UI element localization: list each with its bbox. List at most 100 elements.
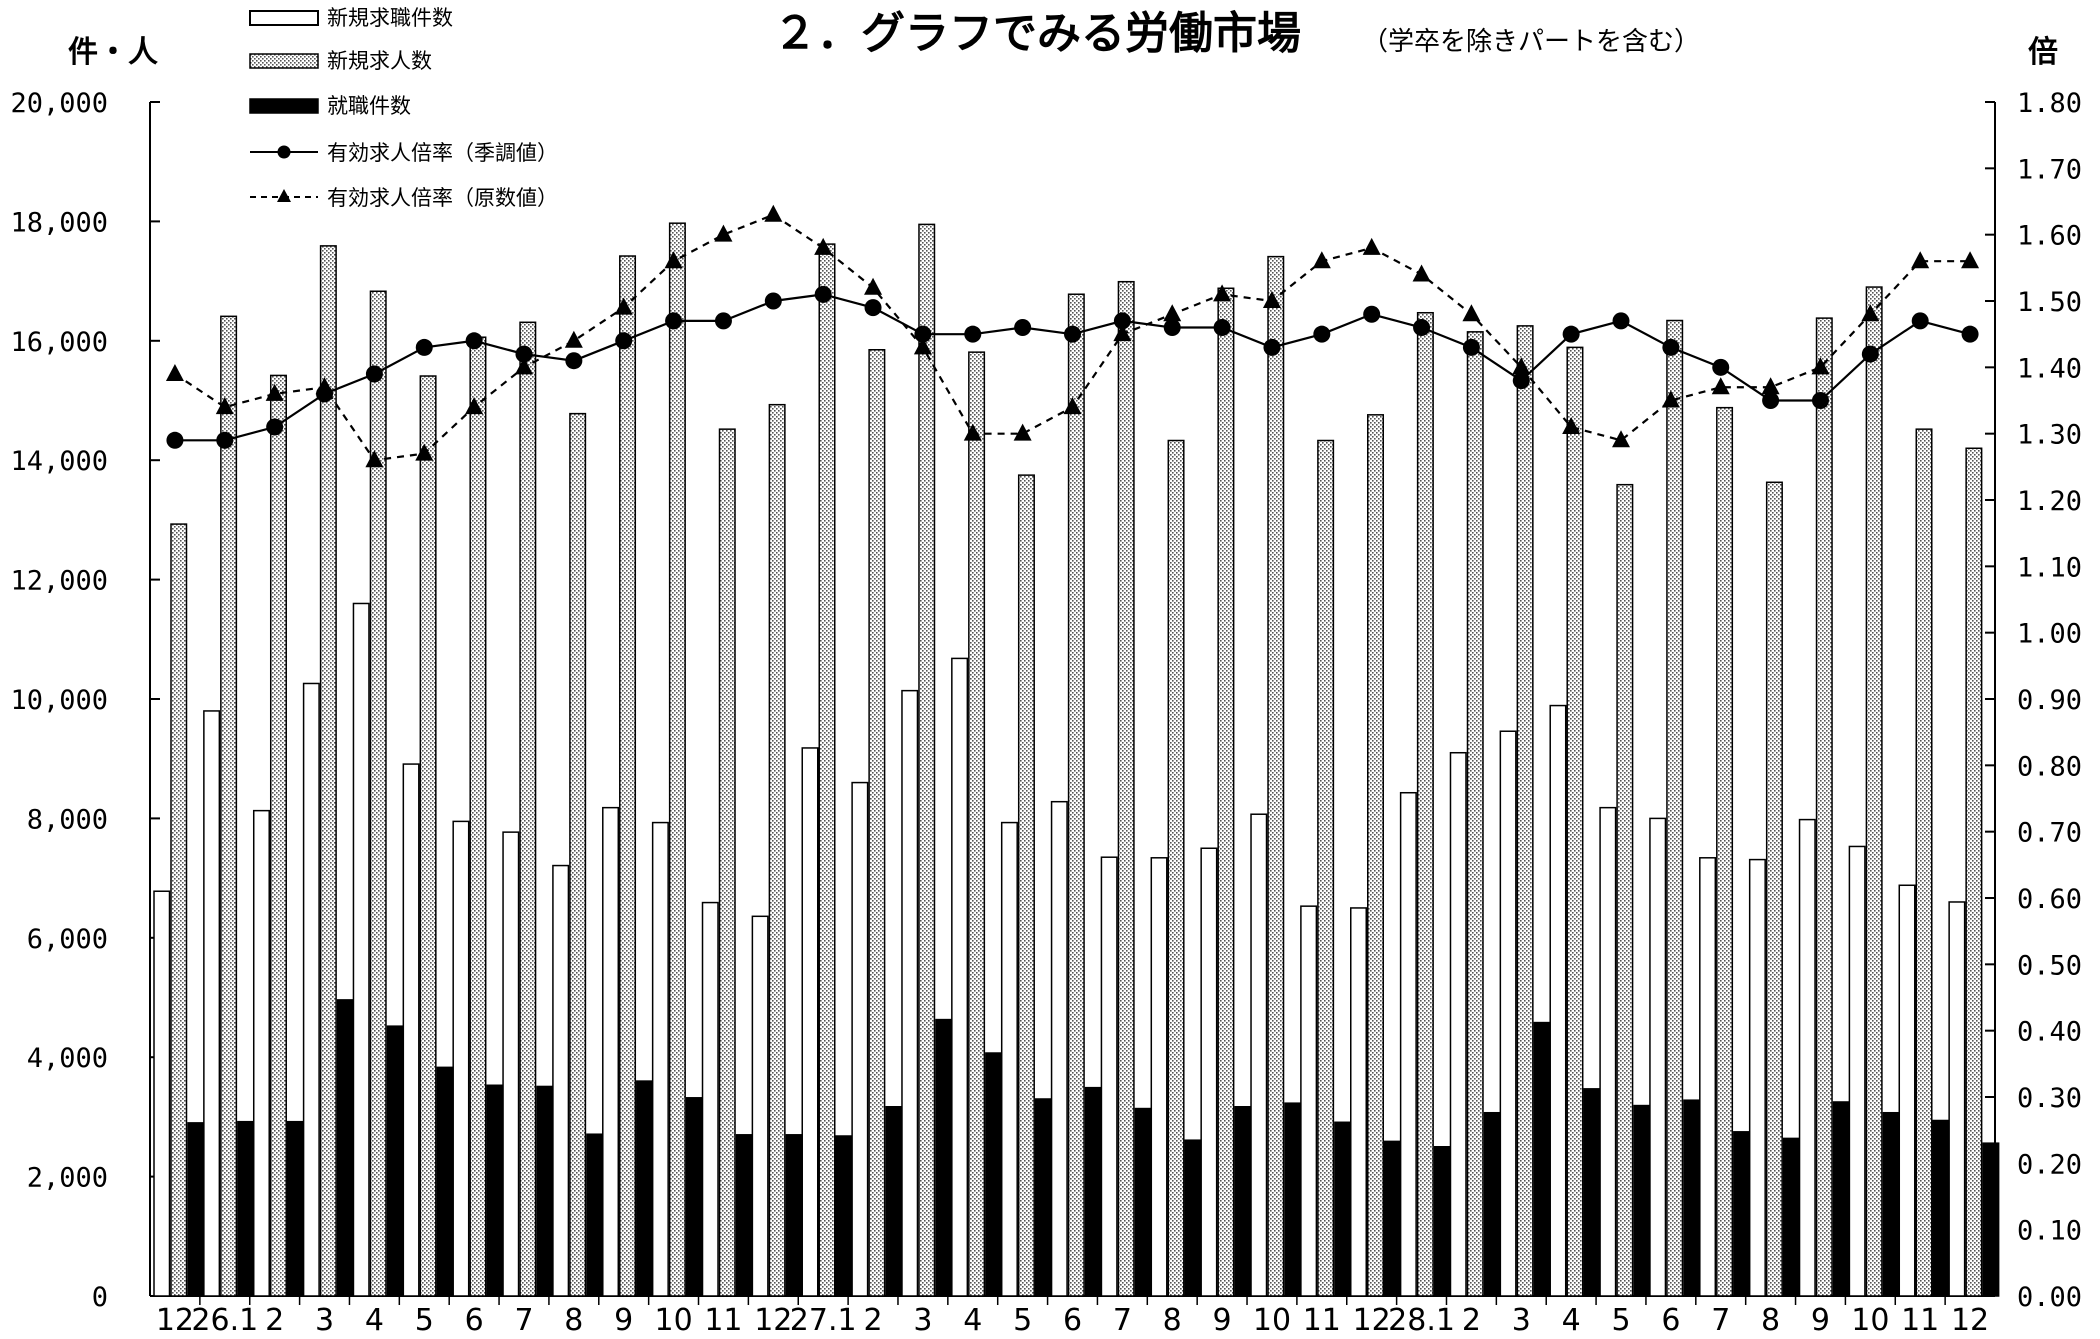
right-axis-unit: 倍	[2028, 35, 2058, 70]
marker-ratio-seasonal	[216, 431, 234, 449]
marker-ratio-seasonal	[1263, 338, 1281, 356]
x-tick-label: 8	[564, 1303, 583, 1338]
marker-ratio-seasonal	[1512, 372, 1530, 390]
marker-ratio-raw	[465, 397, 484, 415]
marker-ratio-raw	[514, 357, 533, 375]
marker-ratio-raw	[215, 397, 234, 415]
bar-new-applications	[1200, 847, 1218, 1297]
bar-new-openings	[918, 223, 936, 1297]
bar-new-openings	[1217, 287, 1235, 1297]
x-tick-label: 28.1	[1388, 1303, 1455, 1338]
marker-ratio-raw	[714, 224, 733, 242]
marker-ratio-raw	[1462, 304, 1481, 322]
x-tick-label: 2	[265, 1303, 284, 1338]
bar-new-openings	[768, 403, 786, 1297]
marker-ratio-seasonal	[1462, 338, 1480, 356]
axes: 0 2,000 4,000 6,000 8,000 10,000 12,000 14,000 1…	[10, 88, 2082, 1313]
left-tick-label: 4,000	[27, 1043, 108, 1074]
marker-ratio-raw	[165, 363, 184, 381]
bar-new-applications	[1350, 907, 1368, 1297]
right-tick-label: 1.10	[2017, 552, 2082, 583]
bar-new-openings	[668, 222, 686, 1297]
x-tick-label: 12	[754, 1303, 792, 1338]
marker-ratio-raw	[1961, 251, 1980, 269]
bar-new-openings	[170, 523, 188, 1297]
marker-ratio-seasonal	[1413, 319, 1431, 337]
bar-new-applications	[502, 831, 520, 1297]
marker-ratio-seasonal	[1213, 319, 1231, 337]
right-tick-label: 1.60	[2017, 221, 2082, 252]
marker-ratio-seasonal	[166, 431, 184, 449]
bar-new-openings	[1067, 293, 1085, 1297]
x-tick-label: 6	[465, 1303, 484, 1338]
bar-new-applications	[1848, 845, 1866, 1297]
right-tick-label: 0.80	[2017, 751, 2082, 782]
marker-ratio-seasonal	[1313, 325, 1331, 343]
marker-ratio-raw	[1612, 430, 1631, 448]
right-tick-label: 0.60	[2017, 884, 2082, 915]
bar-new-openings	[1466, 331, 1484, 1297]
right-tick-label: 0.20	[2017, 1149, 2082, 1180]
bar-new-openings	[1117, 280, 1135, 1297]
legend-swatch-new-openings	[249, 53, 319, 69]
x-tick-label: 12	[156, 1303, 194, 1338]
chart-subtitle: （学卒を除きパートを含む）	[1362, 27, 1700, 57]
marker-ratio-seasonal	[1662, 338, 1680, 356]
right-tick-label: 1.40	[2017, 353, 2082, 384]
bar-new-openings	[1666, 319, 1684, 1297]
bar-new-applications	[1050, 800, 1068, 1297]
x-tick-label: 2	[1462, 1303, 1481, 1338]
right-tick-label: 0.50	[2017, 950, 2082, 981]
x-tick-label: 10	[654, 1303, 692, 1338]
bar-placements	[1384, 1140, 1402, 1297]
bar-new-applications	[801, 747, 819, 1297]
x-tick-label: 9	[614, 1303, 633, 1338]
bar-new-applications	[352, 602, 370, 1297]
marker-ratio-seasonal	[665, 312, 683, 330]
marker-ratio-seasonal	[316, 385, 334, 403]
bar-new-applications	[1798, 818, 1816, 1297]
bar-new-applications	[203, 710, 221, 1297]
bar-new-applications	[1599, 806, 1617, 1297]
marker-ratio-raw	[1213, 284, 1232, 302]
x-tick-label: 27.1	[790, 1303, 857, 1338]
x-tick-label: 5	[1611, 1303, 1630, 1338]
bar-new-applications	[901, 689, 919, 1297]
bar-new-applications	[402, 763, 420, 1297]
bar-placements	[187, 1122, 205, 1297]
marker-ratio-seasonal	[1113, 312, 1131, 330]
legend-label-ratio-seasonal: 有効求人倍率（季調値）	[327, 141, 558, 165]
bar-new-openings	[1566, 346, 1584, 1297]
right-tick-label: 1.70	[2017, 154, 2082, 185]
marker-ratio-seasonal	[565, 352, 583, 370]
bar-placements	[785, 1134, 803, 1297]
bar-placements	[1982, 1142, 2000, 1297]
left-tick-label: 2,000	[27, 1163, 108, 1194]
x-tick-label: 9	[1811, 1303, 1830, 1338]
marker-ratio-raw	[864, 277, 883, 295]
bar-placements	[1034, 1098, 1052, 1297]
bar-placements	[636, 1080, 654, 1297]
marker-ratio-seasonal	[1712, 358, 1730, 376]
bar-placements	[835, 1135, 853, 1297]
bar-new-openings	[718, 428, 736, 1297]
bar-new-openings	[1516, 325, 1534, 1297]
lines-group	[165, 204, 1980, 468]
marker-ratio-raw	[963, 423, 982, 441]
left-tick-label: 14,000	[10, 446, 108, 477]
right-tick-label: 1.20	[2017, 486, 2082, 517]
legend-swatch-placements	[249, 98, 319, 114]
chart-title: ２．グラフでみる労働市場	[773, 8, 1301, 59]
marker-ratio-seasonal	[1363, 305, 1381, 323]
right-tick-label: 1.50	[2017, 287, 2082, 318]
bar-new-applications	[1100, 856, 1118, 1297]
marker-ratio-raw	[1412, 264, 1431, 282]
right-tick-label: 1.80	[2017, 88, 2082, 119]
bar-placements	[1134, 1107, 1152, 1297]
marker-ratio-seasonal	[1961, 325, 1979, 343]
x-tick-label: 11	[1303, 1303, 1341, 1338]
legend-marker-ratio-raw	[277, 189, 291, 202]
bar-new-applications	[1948, 901, 1966, 1297]
bar-new-applications	[1000, 821, 1018, 1297]
bar-new-openings	[868, 349, 886, 1297]
